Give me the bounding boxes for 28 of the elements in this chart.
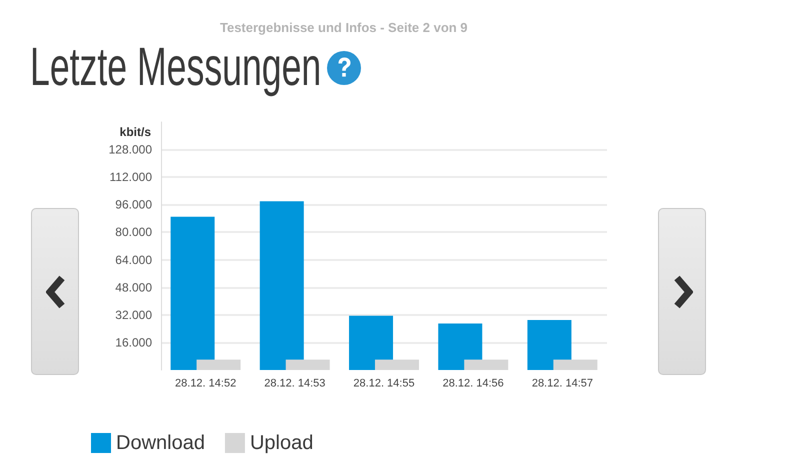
bar — [260, 201, 304, 370]
bar — [464, 360, 508, 370]
y-tick-label: 128.000 — [108, 142, 152, 157]
bar — [286, 360, 330, 370]
x-tick-label: 28.12. 14:53 — [264, 378, 326, 390]
y-tick-label: 96.000 — [115, 198, 152, 212]
bar — [553, 360, 598, 370]
bar — [438, 324, 482, 370]
y-tick-label: 48.000 — [115, 280, 152, 294]
y-tick-label: 32.000 — [115, 308, 152, 322]
chart-title: Letzte Messungen — [30, 37, 322, 97]
x-tick-label: 28.12. 14:56 — [442, 378, 504, 390]
y-tick-label: 64.000 — [115, 252, 152, 267]
legend-label: Download — [116, 432, 205, 454]
chart-subtitle: Testergebnisse und Infos - Seite 2 von 9 — [220, 20, 468, 35]
bar — [170, 216, 215, 370]
x-tick-label: 28.12. 14:57 — [532, 378, 593, 390]
bar — [349, 316, 394, 370]
bar — [374, 360, 419, 370]
y-tick-label: 16.000 — [115, 335, 152, 350]
bar — [527, 320, 572, 370]
bar — [196, 360, 241, 370]
legend-label: Upload — [250, 432, 314, 454]
y-tick-label: 112.000 — [110, 170, 152, 184]
x-tick-label: 28.12. 14:52 — [175, 378, 236, 390]
y-tick-label: 80.000 — [115, 225, 152, 240]
y-axis-title: kbit/s — [120, 125, 152, 139]
x-tick-label: 28.12. 14:55 — [353, 378, 415, 390]
